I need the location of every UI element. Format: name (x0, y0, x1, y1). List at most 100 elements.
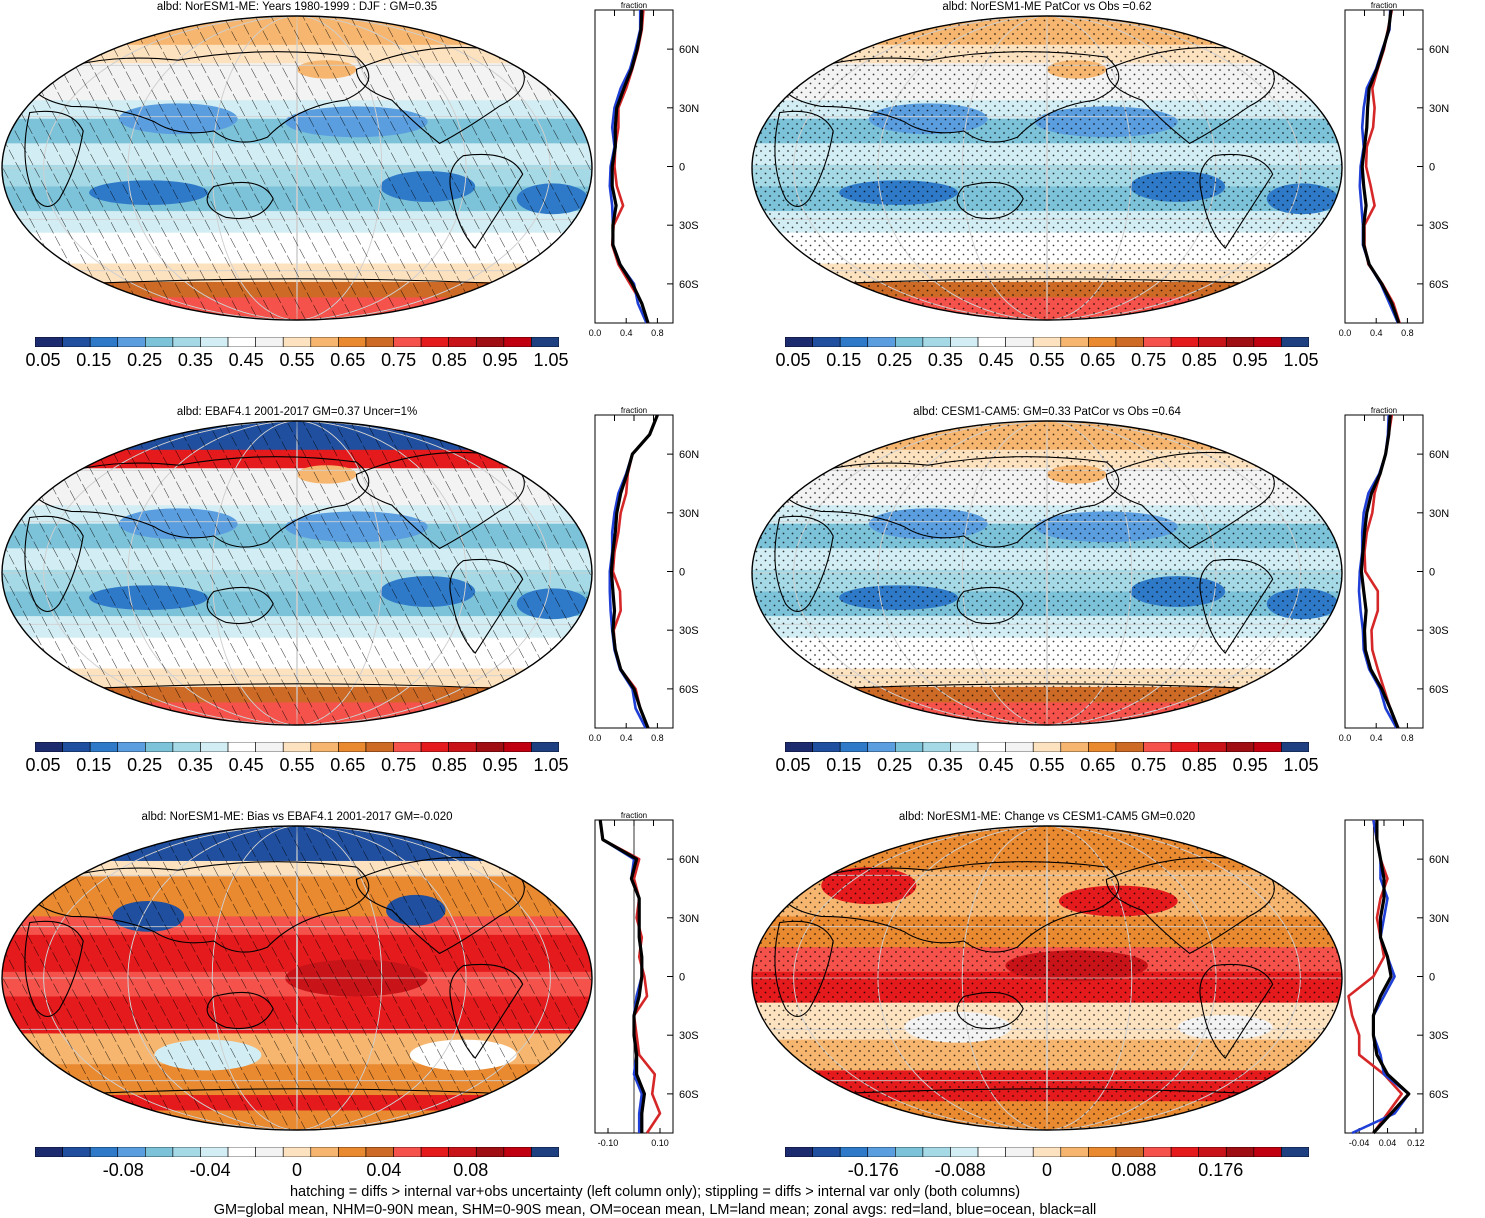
colorbar-swatch (922, 337, 951, 347)
x-tick-label: 0.0 (1339, 328, 1352, 338)
hatching-overlay (2, 16, 592, 320)
colorbar-swatch (839, 337, 869, 347)
colorbar-swatch (448, 337, 477, 347)
colorbar-label: 0.05 (775, 755, 811, 775)
x-tick-label: -0.04 (1349, 1138, 1370, 1148)
zonal-plot-p4: fraction 60N 30N 0 30S 60S 0.0 0.4 0.8 (1339, 406, 1449, 743)
map-border (751, 420, 1343, 726)
colorbar-label: 0.25 (127, 350, 163, 370)
colorbar-swatch (950, 742, 979, 752)
x-tick-label: 0.12 (1407, 1138, 1425, 1148)
colorbar-p4 (785, 742, 1309, 752)
lat-tick-label: 30N (1429, 913, 1449, 925)
colorbar-label: -0.088 (934, 1160, 986, 1180)
lat-tick-label: 30N (1429, 103, 1449, 115)
lat-tick-label: 30S (1429, 1030, 1449, 1042)
colorbar-swatch (1032, 742, 1062, 752)
footer-line-2: GM=global mean, NHM=0-90N mean, SHM=0-90… (213, 1202, 1097, 1218)
x-tick-label: 0.04 (1379, 1138, 1397, 1148)
lat-tick-label: 60N (1429, 854, 1449, 866)
colorbar-swatch (977, 742, 1006, 752)
zonal-plot-p6: 60N 30N 0 30S 60S -0.04 0.04 0.12 (1344, 819, 1449, 1148)
colorbar-label: 1.05 (533, 755, 569, 775)
colorbar-label: 0.15 (826, 755, 862, 775)
colorbar-p6 (785, 1147, 1309, 1157)
lat-tick-label: 30N (679, 508, 699, 520)
colorbar-swatch (895, 742, 924, 752)
lat-tick-label: 0 (1429, 972, 1435, 984)
zonal-header: fraction (1371, 1, 1397, 10)
colorbar-swatch (895, 1147, 924, 1157)
colorbar-swatch (255, 1147, 284, 1157)
lat-tick-label: 60S (1429, 684, 1449, 696)
colorbar-swatch (839, 742, 869, 752)
colorbar-swatch (1032, 1147, 1062, 1157)
colorbar-label: 0.15 (826, 350, 862, 370)
panel-title: albd: NorESM1-ME: Years 1980-1999 : DJF … (156, 1, 438, 13)
colorbar-label: 0.65 (1080, 755, 1116, 775)
colorbar-swatch (62, 742, 91, 752)
lat-tick-label: 60S (1429, 279, 1449, 291)
zonal-header: fraction (621, 406, 647, 415)
x-tick-label: -0.10 (598, 1138, 619, 1148)
colorbar-swatch (1088, 742, 1117, 752)
x-tick-label: 0.4 (620, 733, 633, 743)
colorbar-swatch (255, 337, 284, 347)
colorbar-swatch (448, 1147, 477, 1157)
colorbar-label: 0.35 (927, 350, 963, 370)
zonal-header: fraction (1371, 406, 1397, 415)
colorbar-swatch (200, 337, 229, 347)
colorbar-label: -0.04 (189, 1160, 231, 1180)
colorbar-swatch (812, 742, 841, 752)
map-border (1, 420, 593, 726)
colorbar-swatch (282, 1147, 312, 1157)
lat-tick-label: 0 (1429, 567, 1435, 579)
lat-tick-label: 30S (679, 220, 699, 232)
zonal-plot-p2: fraction 60N 30N 0 30S 60S 0.0 0.4 0.8 (1339, 1, 1449, 338)
zonal-line-all (598, 819, 647, 1133)
lat-tick-label: 60S (679, 279, 699, 291)
colorbar-swatch (867, 1147, 896, 1157)
map-p6 (751, 825, 1343, 1131)
colorbar-swatch (282, 742, 312, 752)
zonal-line-all (610, 9, 650, 324)
stippling-overlay (752, 16, 1342, 320)
colorbar-p3 (35, 742, 559, 752)
colorbar-swatch (1143, 742, 1172, 752)
map-border (1, 15, 593, 321)
colorbar-swatch (503, 337, 532, 347)
zonal-plot-p5: fraction 60N 30N 0 30S 60S -0.10 0.10 (594, 811, 699, 1148)
colorbar-label: 1.05 (1283, 350, 1319, 370)
x-tick-label: 0.8 (651, 733, 664, 743)
colorbar-swatch (227, 337, 256, 347)
zonal-line-all (1359, 414, 1400, 729)
zonal-axes-frame (594, 414, 674, 729)
colorbar-swatch (255, 742, 284, 752)
colorbar-swatch (922, 1147, 951, 1157)
colorbar-p5 (35, 1147, 559, 1157)
colorbar-swatch (1088, 337, 1117, 347)
colorbar-swatch (365, 337, 394, 347)
colorbar-swatch (503, 742, 532, 752)
colorbar-label: 0.45 (978, 755, 1014, 775)
colorbar-swatch (420, 337, 449, 347)
colorbar-swatch (922, 742, 951, 752)
colorbar-swatch (895, 337, 924, 347)
map-p2 (751, 15, 1343, 321)
colorbar-swatch (475, 1147, 505, 1157)
colorbar-swatch (89, 337, 119, 347)
colorbar-label: 0.85 (1181, 755, 1217, 775)
colorbar-swatch (1032, 337, 1062, 347)
colorbar-swatch (62, 337, 91, 347)
colorbar-swatch (1115, 742, 1144, 752)
colorbar-swatch (227, 742, 256, 752)
colorbar-swatch (1253, 1147, 1282, 1157)
x-tick-label: 0.4 (1370, 328, 1383, 338)
colorbar-swatch (1060, 1147, 1089, 1157)
colorbar-label: 0.95 (1232, 350, 1268, 370)
colorbar-label: 0.45 (228, 350, 264, 370)
zonal-line-all (609, 414, 659, 729)
colorbar-label: 0.65 (330, 350, 366, 370)
colorbar-label: 0.35 (177, 755, 213, 775)
stippling-overlay (752, 826, 1342, 1130)
